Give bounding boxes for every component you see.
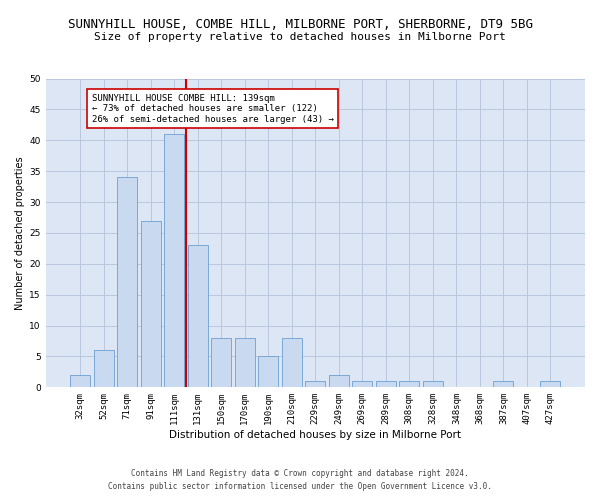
Bar	[493, 381, 514, 388]
Bar	[140, 220, 161, 388]
Bar	[400, 381, 419, 388]
Bar	[164, 134, 184, 388]
Text: Contains public sector information licensed under the Open Government Licence v3: Contains public sector information licen…	[108, 482, 492, 491]
Bar	[188, 246, 208, 388]
Bar	[282, 338, 302, 388]
Bar	[423, 381, 443, 388]
Bar	[541, 381, 560, 388]
Bar	[211, 338, 231, 388]
Bar	[258, 356, 278, 388]
Text: Size of property relative to detached houses in Milborne Port: Size of property relative to detached ho…	[94, 32, 506, 42]
Bar	[235, 338, 254, 388]
Bar	[329, 375, 349, 388]
Text: Contains HM Land Registry data © Crown copyright and database right 2024.: Contains HM Land Registry data © Crown c…	[131, 468, 469, 477]
Bar	[376, 381, 396, 388]
Bar	[305, 381, 325, 388]
X-axis label: Distribution of detached houses by size in Milborne Port: Distribution of detached houses by size …	[169, 430, 461, 440]
Y-axis label: Number of detached properties: Number of detached properties	[15, 156, 25, 310]
Bar	[117, 178, 137, 388]
Bar	[94, 350, 113, 388]
Text: SUNNYHILL HOUSE COMBE HILL: 139sqm
← 73% of detached houses are smaller (122)
26: SUNNYHILL HOUSE COMBE HILL: 139sqm ← 73%…	[92, 94, 334, 124]
Text: SUNNYHILL HOUSE, COMBE HILL, MILBORNE PORT, SHERBORNE, DT9 5BG: SUNNYHILL HOUSE, COMBE HILL, MILBORNE PO…	[67, 18, 533, 30]
Bar	[70, 375, 90, 388]
Bar	[352, 381, 373, 388]
